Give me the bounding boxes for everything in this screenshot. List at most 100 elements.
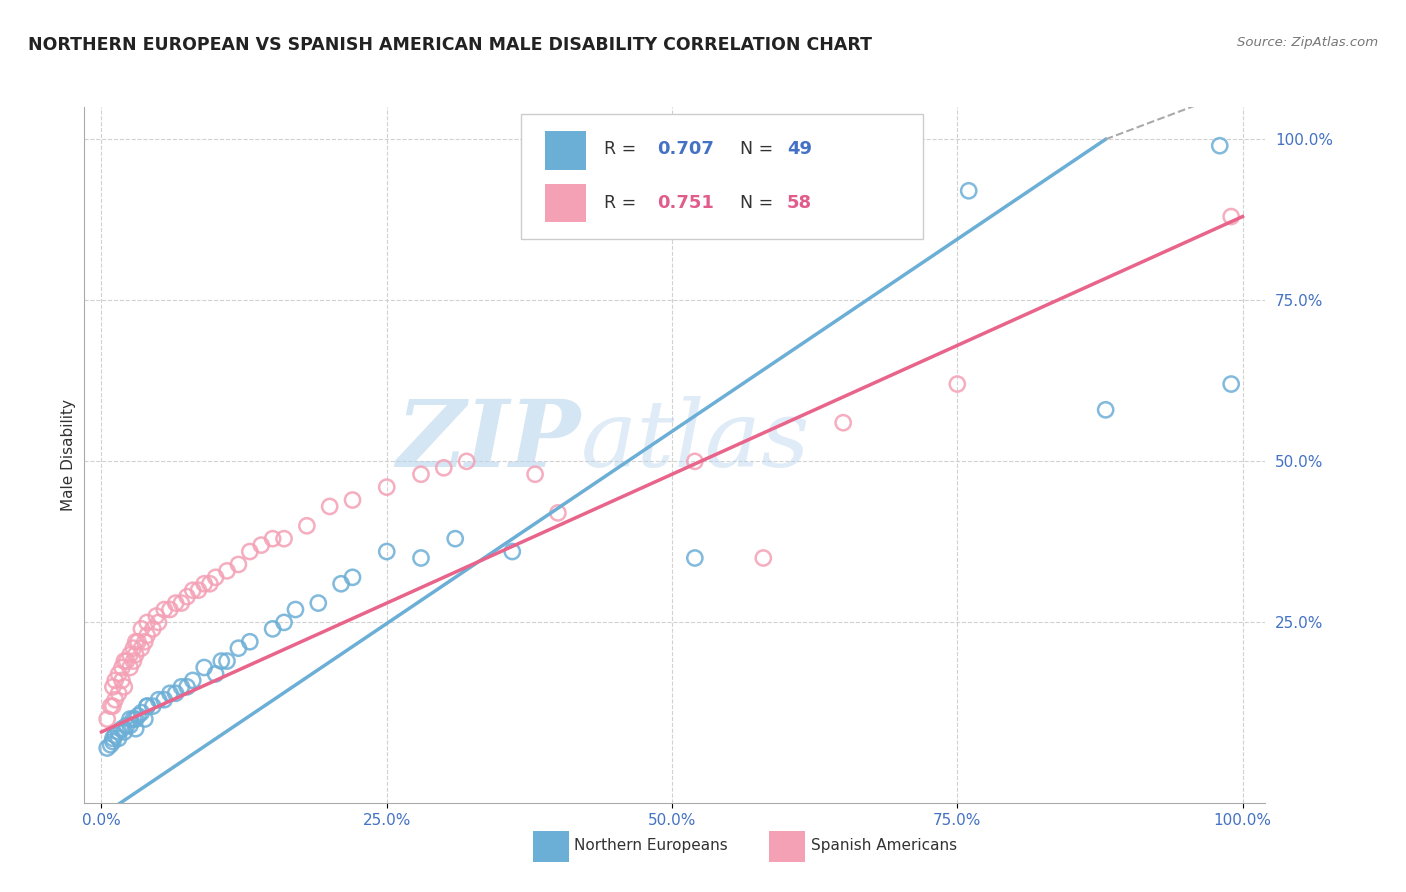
Point — [115, 654, 138, 668]
Point — [101, 731, 124, 746]
Point — [1220, 210, 1243, 224]
Point — [170, 596, 193, 610]
Point — [115, 718, 138, 732]
Point — [375, 544, 398, 558]
Point — [318, 500, 340, 514]
Point — [946, 377, 969, 392]
Text: 58: 58 — [787, 194, 813, 212]
Point — [112, 654, 135, 668]
Point — [307, 596, 329, 610]
Point — [547, 506, 569, 520]
Point — [153, 692, 176, 706]
Point — [100, 699, 122, 714]
Point — [96, 712, 118, 726]
Point — [165, 686, 187, 700]
Point — [375, 480, 398, 494]
Point — [273, 615, 295, 630]
Text: R =: R = — [605, 194, 641, 212]
Point — [409, 551, 432, 566]
Point — [284, 602, 307, 616]
Point — [176, 680, 198, 694]
Point — [262, 532, 284, 546]
Point — [125, 648, 148, 662]
Point — [107, 686, 129, 700]
Point — [250, 538, 273, 552]
Text: 49: 49 — [787, 140, 813, 158]
Point — [111, 660, 134, 674]
Bar — [546, 131, 586, 169]
Bar — [769, 830, 804, 862]
Bar — [546, 184, 586, 222]
Point — [104, 673, 127, 688]
Point — [273, 532, 295, 546]
Point — [832, 416, 855, 430]
Point — [1094, 402, 1116, 417]
Point — [112, 725, 135, 739]
Point — [295, 518, 318, 533]
Point — [136, 699, 159, 714]
Point — [131, 622, 153, 636]
Bar — [533, 830, 568, 862]
Point — [153, 602, 176, 616]
Point — [524, 467, 547, 482]
Point — [239, 544, 262, 558]
Point — [101, 699, 124, 714]
Point — [215, 564, 238, 578]
Point — [111, 673, 134, 688]
Point — [228, 641, 250, 656]
Point — [409, 467, 432, 482]
Point — [107, 725, 129, 739]
Point — [142, 622, 165, 636]
Point — [198, 576, 221, 591]
Text: N =: N = — [740, 140, 779, 158]
Point — [342, 493, 364, 508]
Point — [101, 734, 124, 748]
Point — [159, 602, 181, 616]
Point — [456, 454, 478, 468]
Point — [239, 634, 262, 648]
Point — [262, 622, 284, 636]
Point — [181, 583, 204, 598]
Point — [118, 660, 141, 674]
Point — [122, 641, 145, 656]
Point — [1220, 377, 1243, 392]
Point — [125, 634, 148, 648]
Point — [104, 728, 127, 742]
Point — [176, 590, 198, 604]
Text: NORTHERN EUROPEAN VS SPANISH AMERICAN MALE DISABILITY CORRELATION CHART: NORTHERN EUROPEAN VS SPANISH AMERICAN MA… — [28, 36, 872, 54]
Text: ZIP: ZIP — [396, 396, 581, 486]
Point — [104, 692, 127, 706]
Point — [134, 634, 156, 648]
Point — [136, 615, 159, 630]
Point — [330, 576, 353, 591]
Point — [193, 576, 215, 591]
Text: N =: N = — [740, 194, 779, 212]
Point — [181, 673, 204, 688]
Point — [170, 680, 193, 694]
Point — [957, 184, 980, 198]
Point — [101, 680, 124, 694]
Point — [125, 722, 148, 736]
Point — [444, 532, 467, 546]
Text: R =: R = — [605, 140, 641, 158]
Text: Source: ZipAtlas.com: Source: ZipAtlas.com — [1237, 36, 1378, 49]
Point — [433, 460, 456, 475]
Point — [683, 551, 706, 566]
Point — [193, 660, 215, 674]
Point — [342, 570, 364, 584]
Point — [118, 648, 141, 662]
Point — [112, 680, 135, 694]
Point — [107, 731, 129, 746]
Text: 0.707: 0.707 — [657, 140, 714, 158]
Point — [125, 712, 148, 726]
Point — [228, 558, 250, 572]
Y-axis label: Male Disability: Male Disability — [60, 399, 76, 511]
Point — [159, 686, 181, 700]
Point — [187, 583, 209, 598]
Point — [122, 712, 145, 726]
Point — [122, 654, 145, 668]
Text: 0.751: 0.751 — [657, 194, 714, 212]
Point — [127, 634, 149, 648]
Point — [209, 654, 232, 668]
Text: atlas: atlas — [581, 396, 810, 486]
